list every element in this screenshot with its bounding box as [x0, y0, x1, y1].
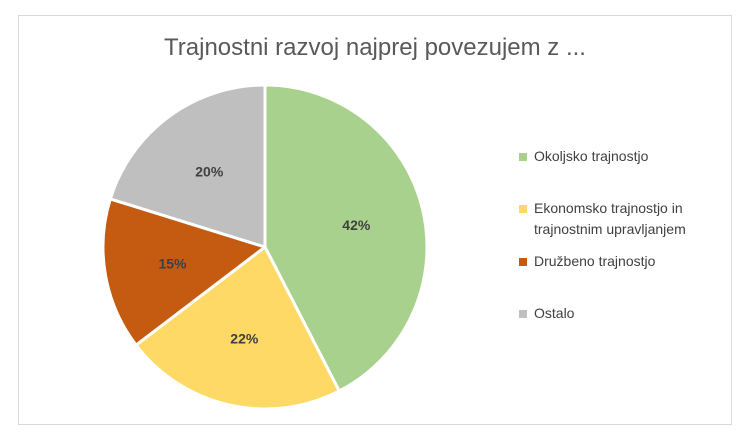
pie-slice-ostalo [108, 83, 267, 249]
legend-item-ostalo: Ostalo [519, 303, 719, 324]
legend-label-druzbeno: Družbeno trajnostjo [534, 253, 656, 269]
legend-swatch-druzbeno [519, 258, 527, 266]
pie-slice-okoljsko [263, 83, 429, 393]
data-label-ostalo: 20% [195, 163, 224, 179]
pie-chart: 42% 22% 15% 20% [101, 83, 429, 411]
legend-swatch-ostalo [519, 310, 527, 318]
data-label-ekonomsko: 22% [230, 331, 259, 347]
legend-label-ostalo: Ostalo [534, 305, 575, 321]
legend-item-okoljsko: Okoljsko trajnostjo [519, 146, 719, 167]
legend-item-ekonomsko: Ekonomsko trajnostjo in trajnostnim upra… [519, 198, 719, 240]
legend-swatch-okoljsko [519, 153, 527, 161]
chart-area: Trajnostni razvoj najprej povezujem z ..… [18, 15, 732, 425]
legend-item-druzbeno: Družbeno trajnostjo [519, 251, 719, 272]
chart-title: Trajnostni razvoj najprej povezujem z ..… [164, 34, 586, 61]
pie-data-labels: 42% 22% 15% 20% [158, 163, 370, 346]
pie-slice-ekonomsko [134, 245, 341, 411]
legend-label-okoljsko: Okoljsko trajnostjo [534, 148, 649, 164]
legend-label-ekonomsko: Ekonomsko trajnostjo in trajnostnim upra… [534, 200, 686, 237]
data-label-okoljsko: 42% [342, 217, 371, 233]
pie-slices [101, 83, 429, 411]
legend-swatch-ekonomsko [519, 205, 527, 213]
data-label-druzbeno: 15% [158, 255, 187, 271]
